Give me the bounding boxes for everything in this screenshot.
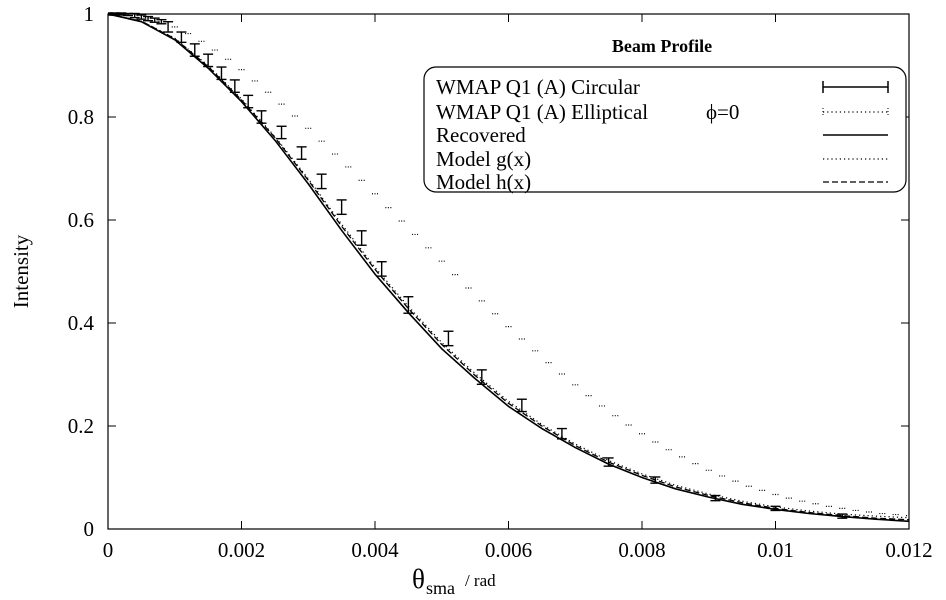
x-tick-label: 0 xyxy=(103,538,114,562)
series-line xyxy=(108,13,909,521)
y-tick-label: 0.8 xyxy=(68,105,94,129)
axes-layer: 0 0.002 0.004 0.006 0.008 0.01 0.012 0 0.2 0.4 0.6… xyxy=(68,2,933,562)
x-tick-label: 0.012 xyxy=(885,538,932,562)
x-tick-label: 0.01 xyxy=(757,538,794,562)
series-layer xyxy=(108,12,909,523)
x-axis-subscript: sma xyxy=(426,578,455,598)
axis-labels: Intensity θsma / rad xyxy=(9,234,496,598)
y-tick-label: 0.4 xyxy=(68,311,95,335)
legend-box xyxy=(423,66,907,193)
legend-label: WMAP Q1 (A) Elliptical xyxy=(436,100,648,124)
y-tick-label: 0.2 xyxy=(68,414,94,438)
y-tick-label: 0 xyxy=(84,517,95,541)
legend-label: Recovered xyxy=(436,123,526,147)
x-tick-label: 0.006 xyxy=(485,538,532,562)
x-tick-label: 0.004 xyxy=(351,538,399,562)
series-line xyxy=(108,13,909,523)
legend-label: Model g(x) xyxy=(436,147,531,171)
chart-title: Beam Profile xyxy=(612,36,712,56)
x-axis-label: θsma / rad xyxy=(412,564,496,598)
x-axis-symbol: θ xyxy=(412,564,425,594)
y-tick-label: 0.6 xyxy=(68,208,94,232)
legend-phi-label: ϕ=0 xyxy=(706,100,739,124)
legend-label: Model h(x) xyxy=(436,170,531,194)
y-tick-label: 1 xyxy=(84,2,95,26)
series-wmap-q1-a-elliptical xyxy=(108,13,909,517)
x-tick-label: 0.008 xyxy=(618,538,665,562)
x-axis-unit: / rad xyxy=(465,571,496,590)
legend-label: WMAP Q1 (A) Circular xyxy=(436,75,640,99)
y-axis-label: Intensity xyxy=(9,234,33,308)
series-recovered xyxy=(108,13,909,523)
x-tick-label: 0.002 xyxy=(218,538,265,562)
series-model-h-x- xyxy=(108,13,909,521)
